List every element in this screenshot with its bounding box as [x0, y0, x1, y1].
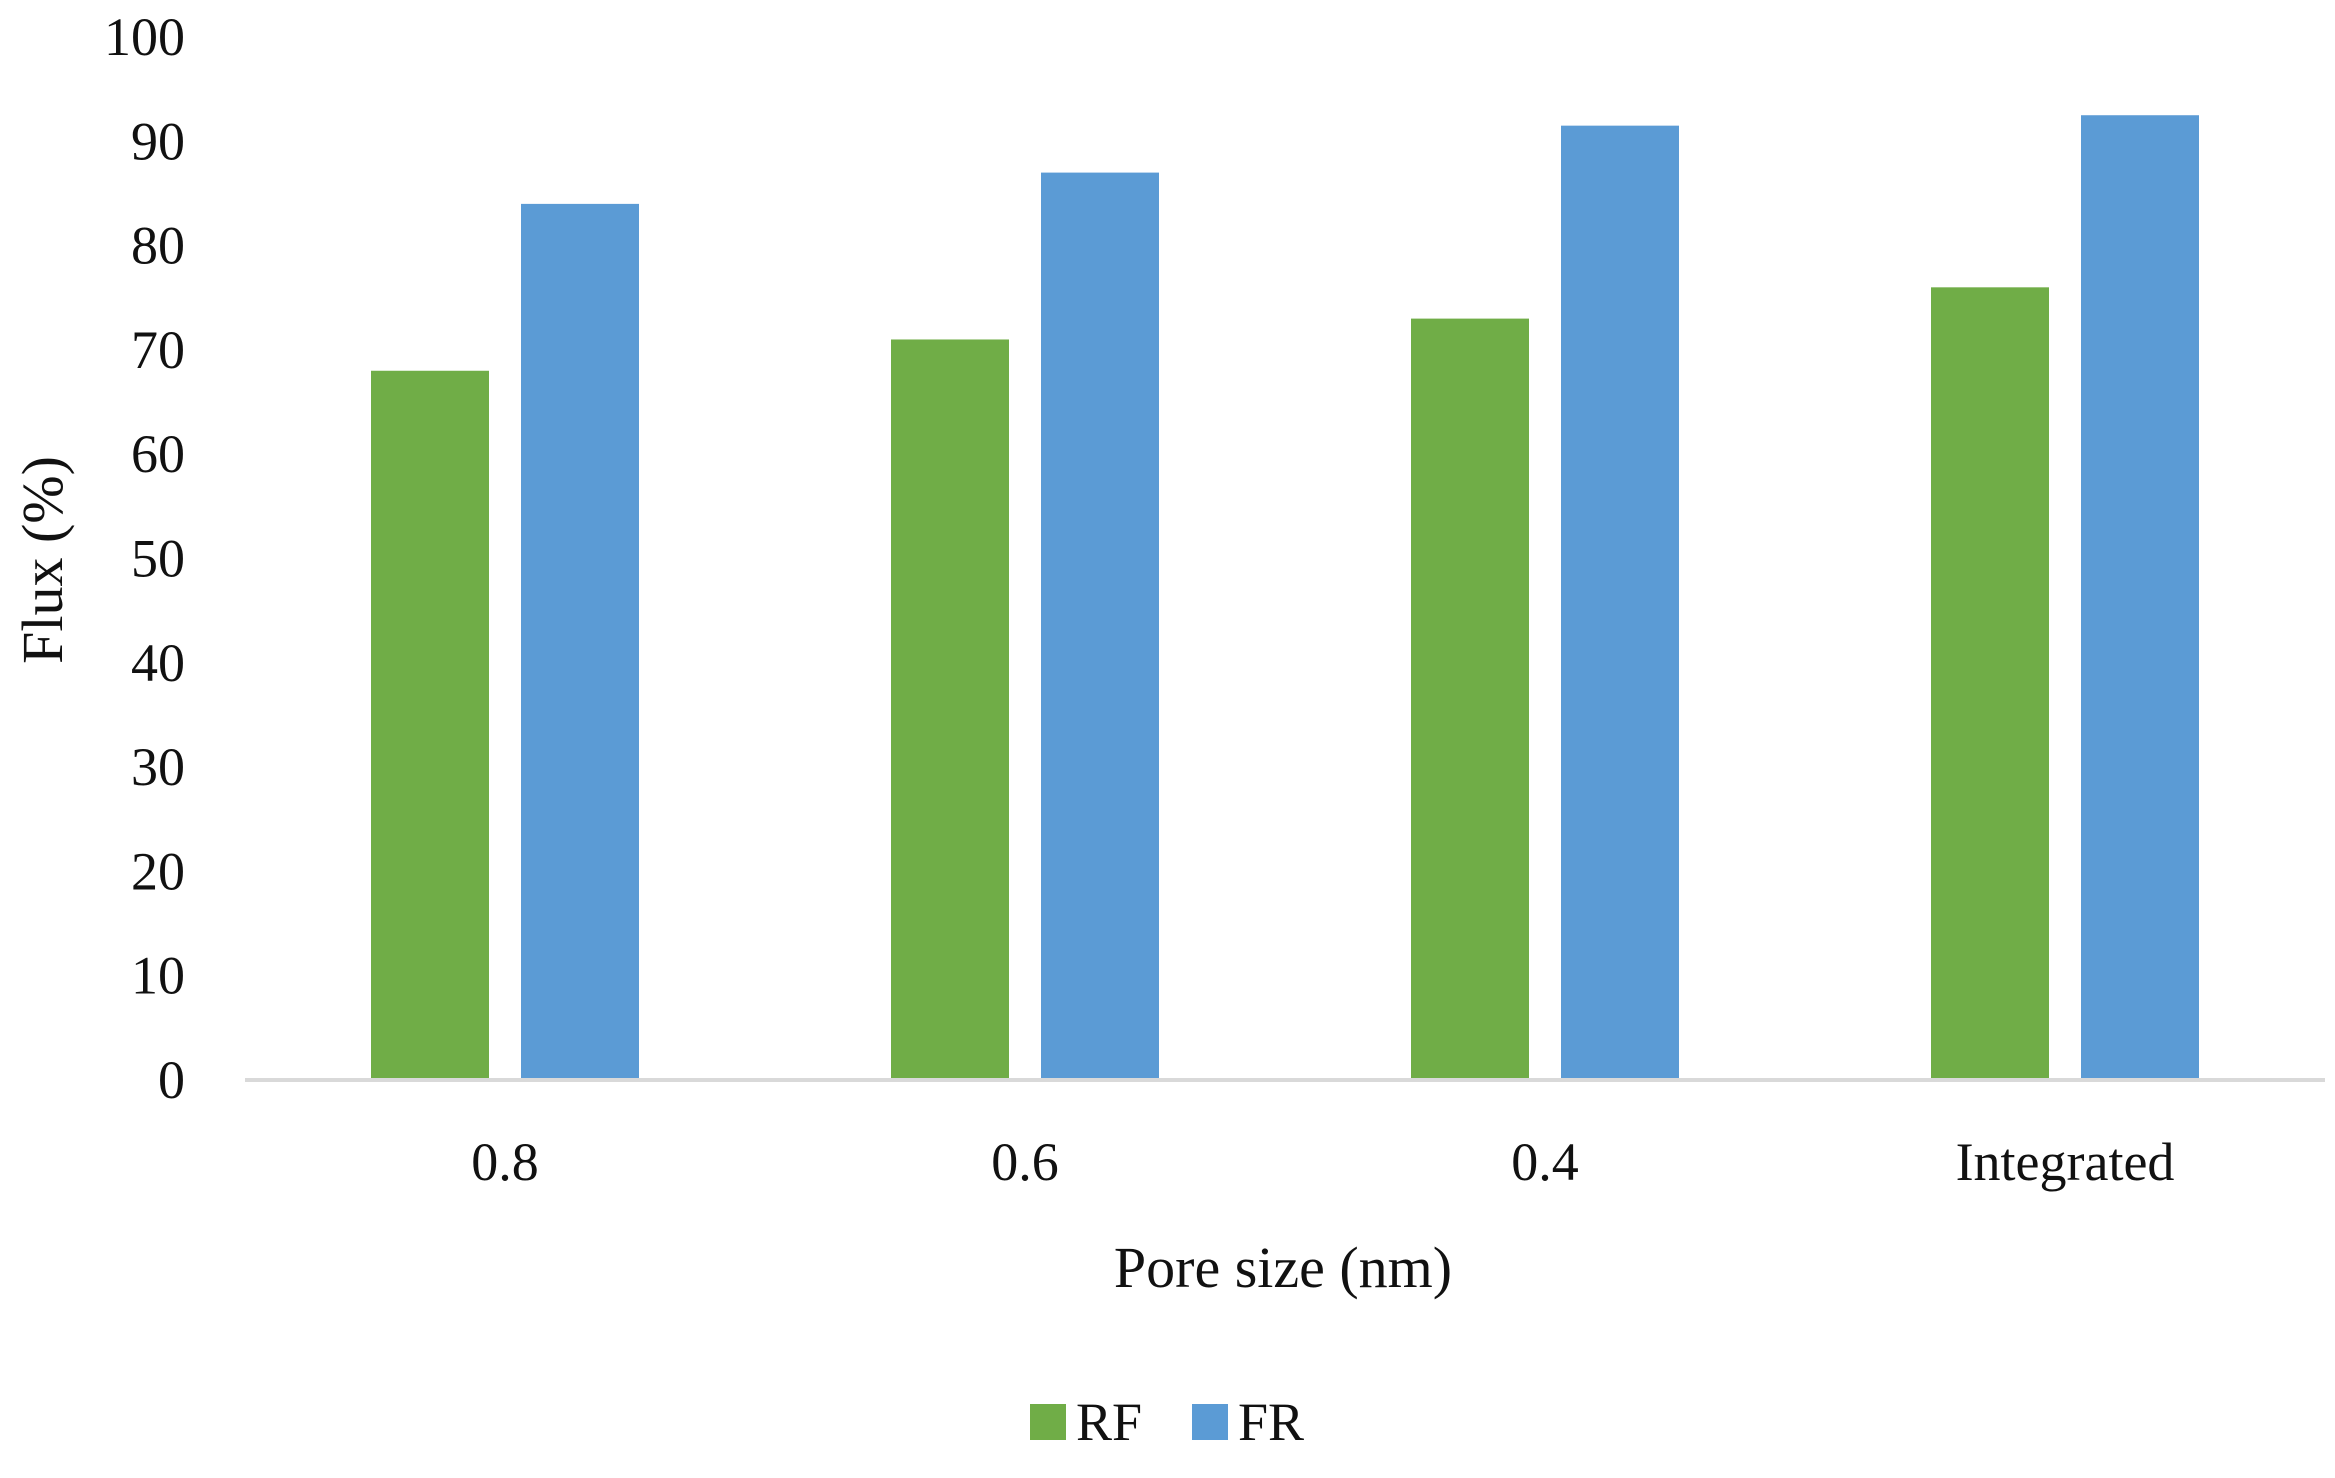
legend-swatch-fr: [1192, 1404, 1228, 1440]
bars: [371, 115, 2199, 1081]
x-tick-label: 0.4: [1511, 1132, 1579, 1192]
y-tick-label: 40: [131, 633, 185, 693]
y-tick-label: 0: [158, 1050, 185, 1110]
bar-fr: [1041, 172, 1159, 1081]
x-tick-label: Integrated: [1956, 1132, 2175, 1192]
x-axis-ticks: 0.8 0.6 0.4 Integrated: [471, 1132, 2174, 1192]
y-tick-label: 90: [131, 111, 185, 171]
y-tick-label: 80: [131, 216, 185, 276]
legend-label-fr: FR: [1238, 1392, 1304, 1452]
y-tick-label: 20: [131, 841, 185, 901]
bar-rf: [1411, 318, 1529, 1080]
legend-label-rf: RF: [1076, 1392, 1142, 1452]
y-tick-label: 50: [131, 529, 185, 589]
legend: RF FR: [1030, 1392, 1304, 1452]
bar-rf: [891, 339, 1009, 1081]
y-axis-ticks: 0 10 20 30 40 50 60 70 80 90 100: [104, 7, 185, 1110]
bar-fr: [1561, 125, 1679, 1080]
bar-fr: [521, 203, 639, 1080]
y-tick-label: 70: [131, 320, 185, 380]
bar-fr: [2081, 115, 2199, 1081]
bar-rf: [1931, 287, 2049, 1080]
y-axis-title: Flux (%): [10, 456, 75, 664]
bar-rf: [371, 370, 489, 1080]
x-tick-label: 0.8: [471, 1132, 539, 1192]
y-tick-label: 10: [131, 946, 185, 1006]
y-tick-label: 60: [131, 424, 185, 484]
y-tick-label: 30: [131, 737, 185, 797]
x-axis-title: Pore size (nm): [1114, 1235, 1452, 1300]
legend-swatch-rf: [1030, 1404, 1066, 1440]
x-tick-label: 0.6: [991, 1132, 1059, 1192]
y-tick-label: 100: [104, 7, 185, 67]
